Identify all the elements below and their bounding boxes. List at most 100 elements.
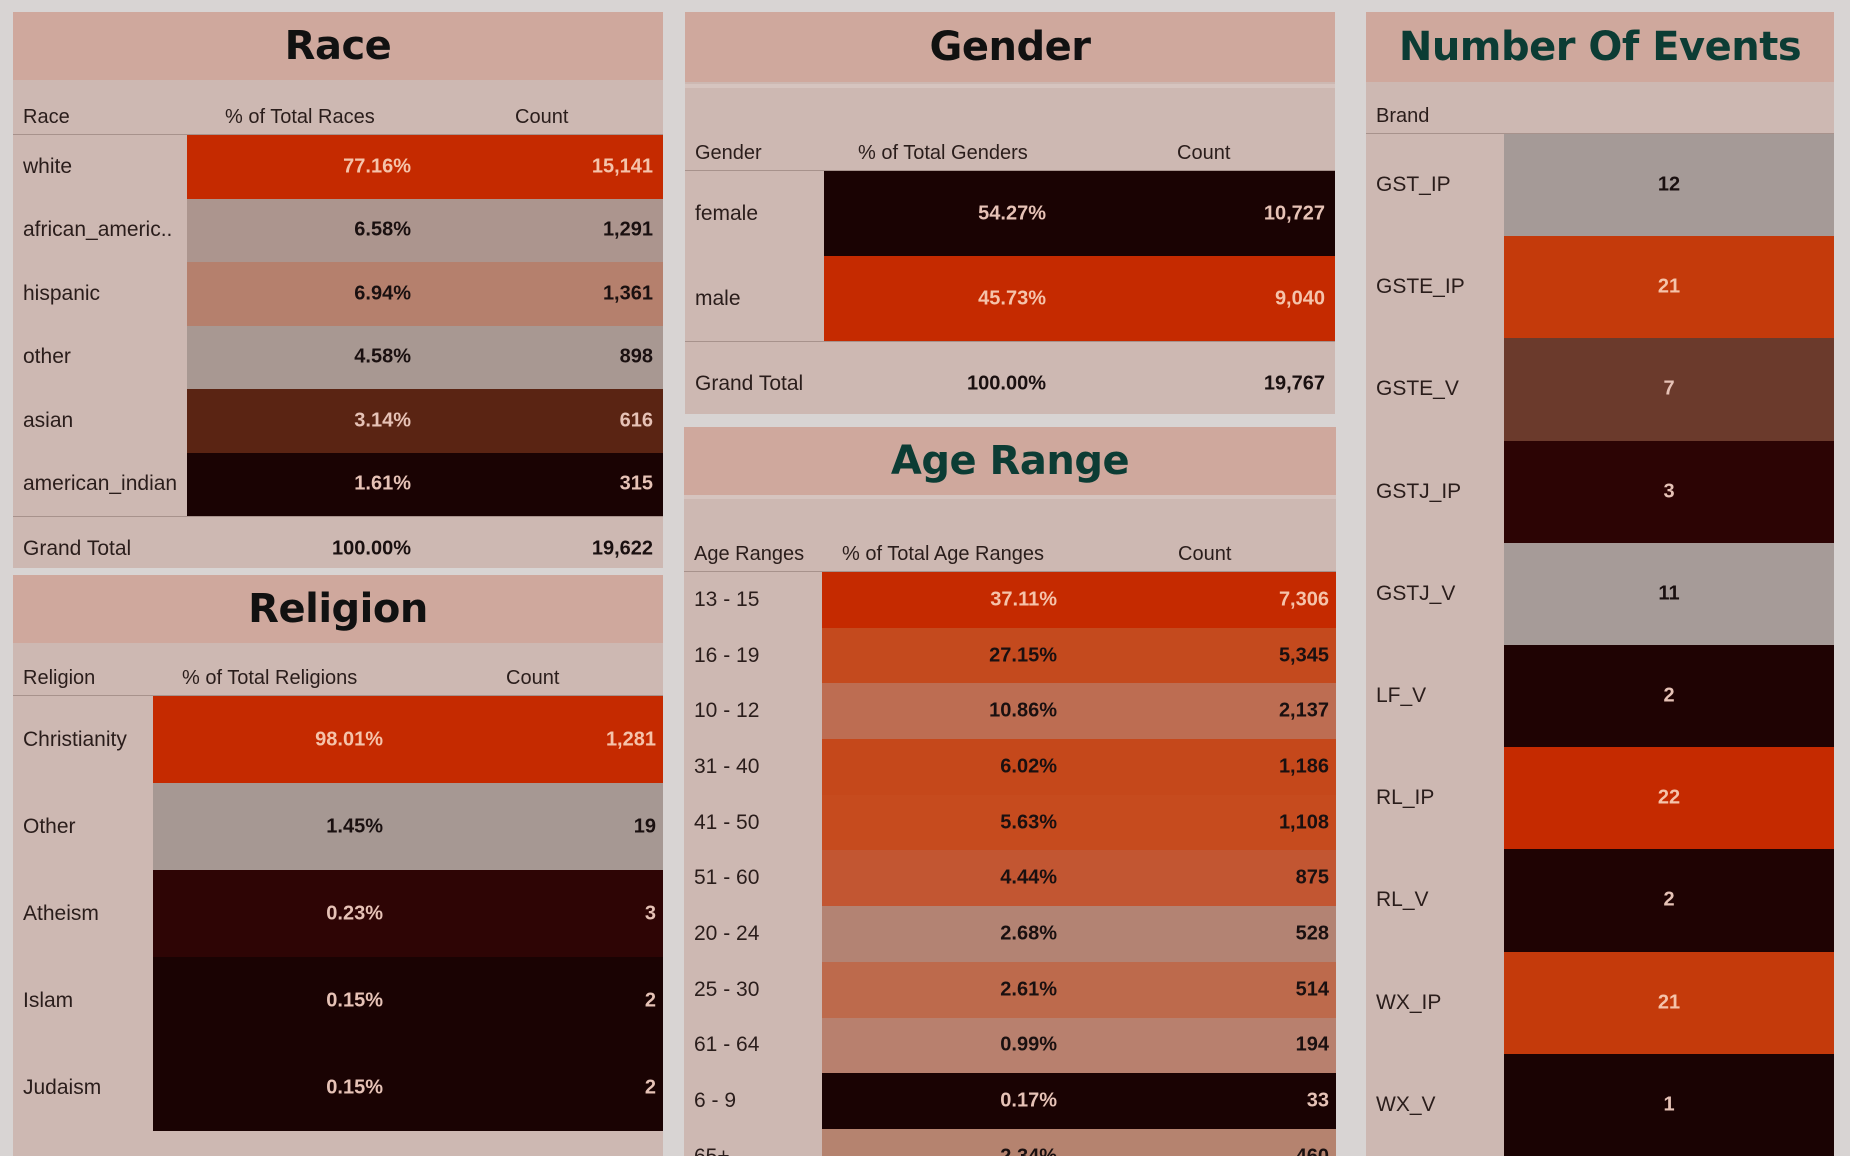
age-count-value: 875 [1295,866,1329,889]
religion-pct-cell: 0.15% [153,1044,403,1131]
gender-row: male 45.73% 9,040 [685,256,1335,341]
age-count-value: 460 [1296,1145,1329,1156]
race-pct-cell: 6.58% [187,198,421,262]
race-count-value: 315 [619,472,653,495]
events-header: Brand [1366,82,1834,134]
race-row-label: american_indian [23,472,178,496]
age-count-cell: 875 [1087,850,1336,907]
religion-row: Judaism 0.15% 2 [13,1044,663,1131]
race-pct-cell: 3.14% [187,389,421,453]
race-count-value: 1,361 [602,282,653,305]
events-row-label: RL_V [1376,888,1429,912]
gender-header: Gender % of Total Genders Count [685,88,1335,171]
gender-count-cell: 10,727 [1078,171,1335,256]
age-row: 25 - 30 2.61% 514 [684,961,1336,1018]
religion-count-cell: 3 [403,870,663,957]
race-row: other 4.58% 898 [13,325,663,389]
religion-count-cell: 19 [403,783,663,870]
age-count-value: 514 [1295,978,1329,1001]
events-header-label: Brand [1376,105,1430,127]
religion-pct-cell: 0.23% [153,870,403,957]
age-row: 65+ 2.34% 460 [684,1128,1336,1156]
age-count-value: 1,186 [1278,755,1329,778]
race-header-pct: % of Total Races [225,106,375,128]
events-table: GST_IP 12 GSTE_IP 21 GSTE_V 7 GSTJ_IP 3 GSTJ_V 11… [1366,134,1834,1156]
events-count-value: 3 [1663,480,1675,503]
age-count-cell: 1,108 [1087,794,1336,851]
events-row: RL_V 2 [1366,849,1834,952]
age-pct-value: 2.61% [1000,978,1057,1001]
race-pct-cell: 6.94% [187,262,421,326]
age-panel: Age Range Age Ranges % of Total Age Rang… [684,427,1336,1156]
age-pct-cell: 0.17% [822,1073,1087,1129]
gender-pct-value: 54.27% [978,202,1046,224]
age-pct-value: 2.34% [1000,1145,1057,1156]
events-count-cell: 2 [1504,644,1834,748]
race-count-cell: 315 [421,452,663,516]
gender-count-cell: 9,040 [1078,256,1335,341]
events-count-value: 2 [1663,684,1675,707]
gender-table: female 54.27% 10,727 male 45.73% 9,040 Grand T… [685,171,1335,414]
religion-header: Religion % of Total Religions Count [13,643,663,696]
race-pct-cell: 4.58% [187,325,421,389]
gender-pct-value: 45.73% [978,287,1046,309]
age-header-pct: % of Total Age Ranges [842,543,1044,565]
events-count-cell: 7 [1504,338,1834,441]
age-pct-value: 4.44% [1000,866,1057,889]
gender-total-count-cell: 19,767 [1078,342,1335,414]
age-count-value: 2,137 [1278,699,1329,722]
race-row-label: asian [23,408,74,432]
religion-row-label: Judaism [23,1075,102,1099]
age-row-label: 31 - 40 [694,754,760,778]
events-row-label: GSTE_IP [1376,275,1465,299]
race-total-pct: 100.00% [332,537,411,560]
race-total-label: Grand Total [23,537,132,560]
age-pct-cell: 2.68% [822,906,1087,962]
events-count-value: 2 [1663,888,1675,911]
age-count-cell: 514 [1087,961,1336,1018]
race-row: american_indian 1.61% 315 [13,452,663,516]
age-count-value: 528 [1295,922,1329,945]
age-pct-value: 0.99% [1000,1033,1057,1056]
events-row: LF_V 2 [1366,644,1834,748]
race-header-label: Race [23,106,70,128]
events-count-cell: 2 [1504,849,1834,952]
age-row: 10 - 12 10.86% 2,137 [684,683,1336,740]
age-title: Age Range [684,427,1336,495]
age-row-label: 6 - 9 [694,1089,737,1113]
gender-total-pct: 100.00% [967,372,1046,395]
events-count-cell: 11 [1504,542,1834,645]
gender-header-label: Gender [695,142,762,164]
religion-title: Religion [13,575,663,643]
age-count-cell: 460 [1087,1128,1336,1156]
age-pct-cell: 6.02% [822,739,1087,795]
events-row-label: RL_IP [1376,786,1435,810]
race-pct-cell: 1.61% [187,452,421,516]
events-count-value: 21 [1657,991,1681,1014]
events-row: GSTE_V 7 [1366,338,1834,441]
race-header-count: Count [515,106,569,128]
religion-panel: Religion Religion % of Total Religions C… [13,575,663,1156]
age-pct-value: 5.63% [1000,811,1057,834]
age-row: 6 - 9 0.17% 33 [684,1073,1336,1129]
age-pct-cell: 37.11% [822,572,1087,628]
age-count-value: 33 [1306,1089,1329,1112]
age-pct-cell: 10.86% [822,683,1087,740]
race-row-label: white [23,154,73,178]
gender-title-divider [685,84,1335,88]
age-count-cell: 7,306 [1087,572,1336,628]
religion-count-value: 2 [644,1076,656,1098]
race-row: asian 3.14% 616 [13,389,663,453]
religion-row: Other 1.45% 19 [13,783,663,870]
religion-header-count: Count [506,667,560,689]
race-pct-value: 1.61% [354,472,411,495]
gender-total-pct-cell: 100.00% [824,342,1078,414]
religion-row: Atheism 0.23% 3 [13,870,663,957]
age-pct-value: 10.86% [989,699,1057,722]
events-row-label: GSTE_V [1376,377,1459,401]
events-count-value: 11 [1658,582,1680,605]
age-count-cell: 1,186 [1087,739,1336,795]
gender-header-count: Count [1177,142,1231,164]
race-total-pct-cell: 100.00% [187,517,421,568]
age-row-label: 65+ [684,1129,822,1156]
